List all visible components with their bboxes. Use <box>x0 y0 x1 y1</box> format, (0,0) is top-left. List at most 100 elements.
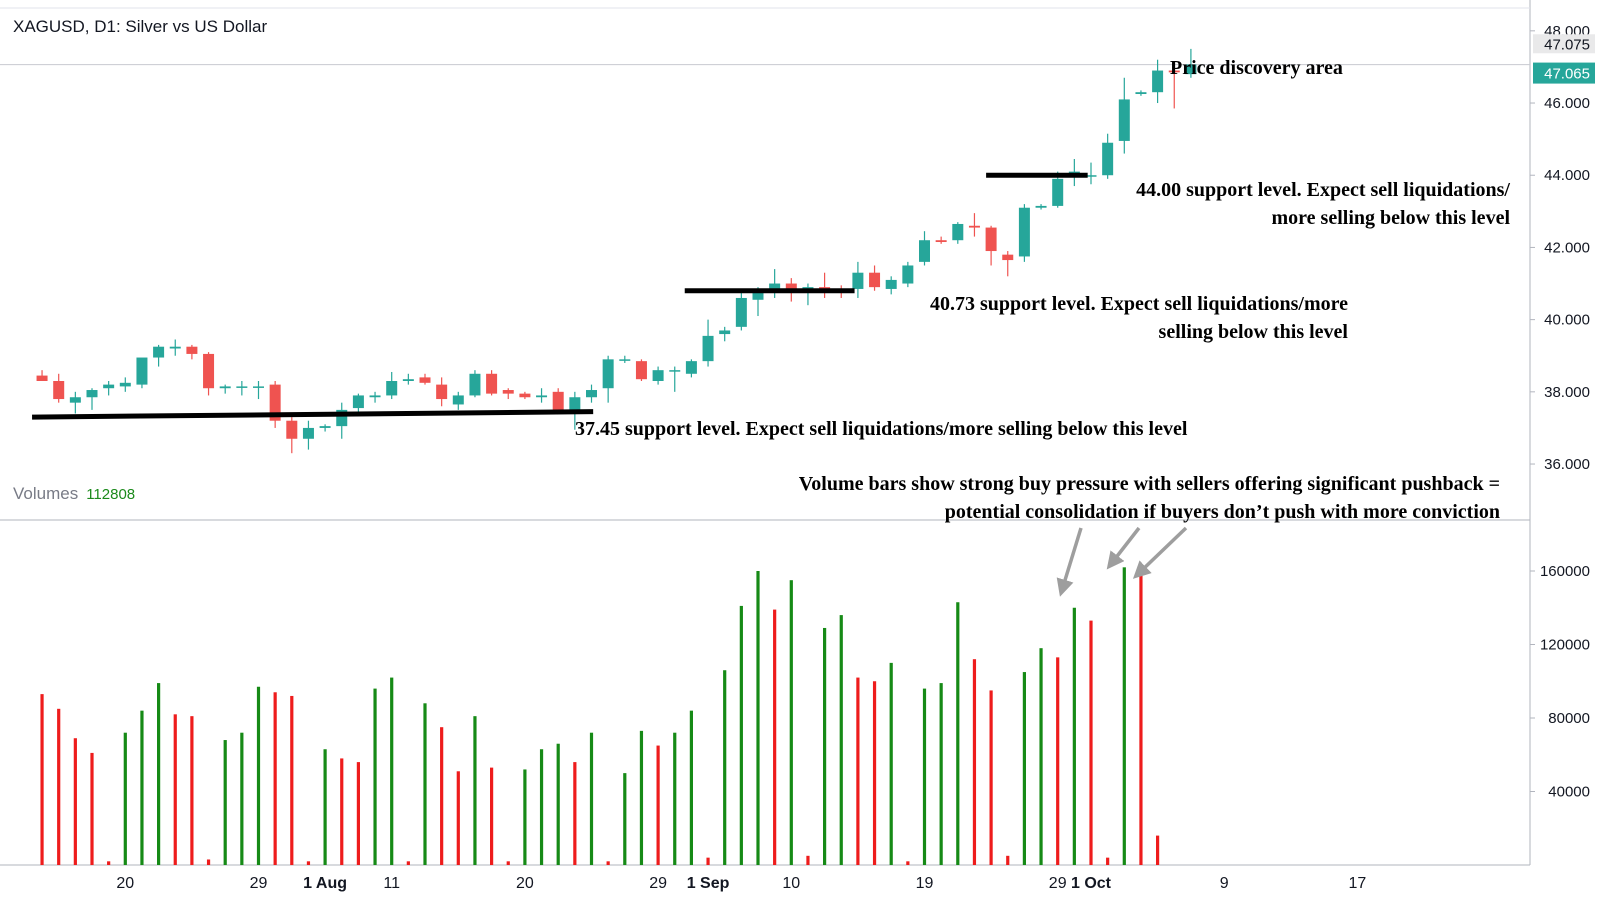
candle <box>735 290 747 331</box>
candle-body <box>402 379 414 381</box>
price-tick-label: 40.000 <box>1544 312 1590 329</box>
volumes-legend-value: 112808 <box>86 486 136 503</box>
volume-bar <box>1089 620 1093 865</box>
candle <box>169 339 181 356</box>
volume-bar <box>456 771 460 865</box>
volume-bar <box>989 690 993 865</box>
candle-body <box>635 361 647 380</box>
volume-bar <box>240 732 244 865</box>
candle <box>719 326 731 342</box>
arrow-1 <box>1056 527 1083 597</box>
volume-bar <box>839 615 843 865</box>
candle <box>502 388 514 400</box>
candle-body <box>253 386 264 388</box>
volumes-legend: Volumes 112808 <box>13 484 135 504</box>
candle <box>919 231 930 266</box>
candle <box>1018 204 1030 262</box>
volume-bar <box>1122 567 1126 865</box>
candle-body <box>1002 254 1014 261</box>
candle-body <box>1102 142 1114 176</box>
time-tick-label: 9 <box>1220 875 1229 892</box>
candle-body <box>669 370 681 372</box>
candle-body <box>419 377 431 383</box>
candle <box>53 373 65 403</box>
volume-bar <box>1056 657 1060 865</box>
candle-body <box>119 382 131 387</box>
candle-body <box>702 335 714 362</box>
candle-body <box>785 283 797 291</box>
candle <box>586 384 597 403</box>
candle <box>436 377 448 407</box>
candle <box>286 417 298 454</box>
candle <box>1102 133 1114 179</box>
volume-bar <box>723 670 727 865</box>
last-price-label: 47.065 <box>1544 66 1590 83</box>
volume-tick-label: 160000 <box>1540 563 1590 580</box>
volume-bar <box>123 732 127 865</box>
candle-body <box>902 265 914 284</box>
candle <box>552 388 564 412</box>
candle <box>153 344 165 367</box>
volume-bar <box>756 571 760 865</box>
time-tick-label: 19 <box>916 875 934 892</box>
volume-bar <box>872 681 877 865</box>
time-tick-label: 11 <box>383 875 400 892</box>
candle <box>1152 59 1164 104</box>
volume-bar <box>406 861 410 865</box>
candle <box>1168 63 1180 109</box>
candle-body <box>1185 64 1197 75</box>
volume-bar <box>73 738 77 865</box>
candle <box>1085 162 1097 185</box>
volume-bar <box>440 727 444 865</box>
volume-bar <box>806 855 810 865</box>
candle <box>319 424 331 432</box>
candle <box>902 261 914 288</box>
candle <box>669 366 681 392</box>
volume-bar <box>340 758 344 865</box>
volume-axis[interactable]: 160000 120000 80000 40000 <box>1530 563 1590 801</box>
candle <box>952 222 964 244</box>
candle-body <box>935 240 947 243</box>
volumes-legend-label: Volumes <box>13 484 79 503</box>
volume-bar <box>57 708 61 865</box>
price-tick-label: 44.000 <box>1544 167 1590 184</box>
time-tick-label: 29 <box>1049 875 1067 892</box>
candle-body <box>685 361 697 374</box>
candle <box>136 357 148 389</box>
candle-body <box>552 391 564 412</box>
candle <box>1185 48 1197 78</box>
volume-bar <box>40 694 44 865</box>
candle-body <box>1135 92 1147 95</box>
candle-body <box>86 390 98 398</box>
volume-bar <box>823 627 827 865</box>
candle <box>769 269 781 298</box>
candle <box>36 370 48 381</box>
candle-body <box>719 330 731 335</box>
candle <box>685 359 697 378</box>
candle <box>186 344 198 360</box>
time-axis[interactable]: 20 29 1 Aug 11 20 29 1 Sep 10 19 29 1 Oct 9 17 <box>116 875 1366 892</box>
candle-body <box>852 272 864 289</box>
candle-body <box>203 353 215 389</box>
candle-body <box>436 384 448 400</box>
volume-bar <box>922 688 927 865</box>
candle <box>519 391 531 400</box>
volume-bar <box>689 710 693 865</box>
candle-body <box>602 359 614 389</box>
volume-tick-label: 80000 <box>1548 710 1590 727</box>
note-volume-line2: potential consolidation if buyers don’t … <box>945 501 1500 523</box>
candle-body <box>1052 178 1064 206</box>
volume-bar <box>856 677 860 865</box>
price-axis[interactable]: 48.00046.00044.00042.00040.00038.00036.0… <box>1530 23 1595 473</box>
volume-bar <box>373 688 377 865</box>
candle <box>819 272 831 298</box>
volume-bar <box>1106 857 1110 865</box>
candle <box>302 420 314 450</box>
arrow-3 <box>1132 526 1188 579</box>
candle-body <box>103 384 115 389</box>
time-tick-label: 1 Oct <box>1071 875 1112 892</box>
candle <box>1035 204 1047 210</box>
candle <box>869 265 881 291</box>
candle <box>1068 158 1080 187</box>
